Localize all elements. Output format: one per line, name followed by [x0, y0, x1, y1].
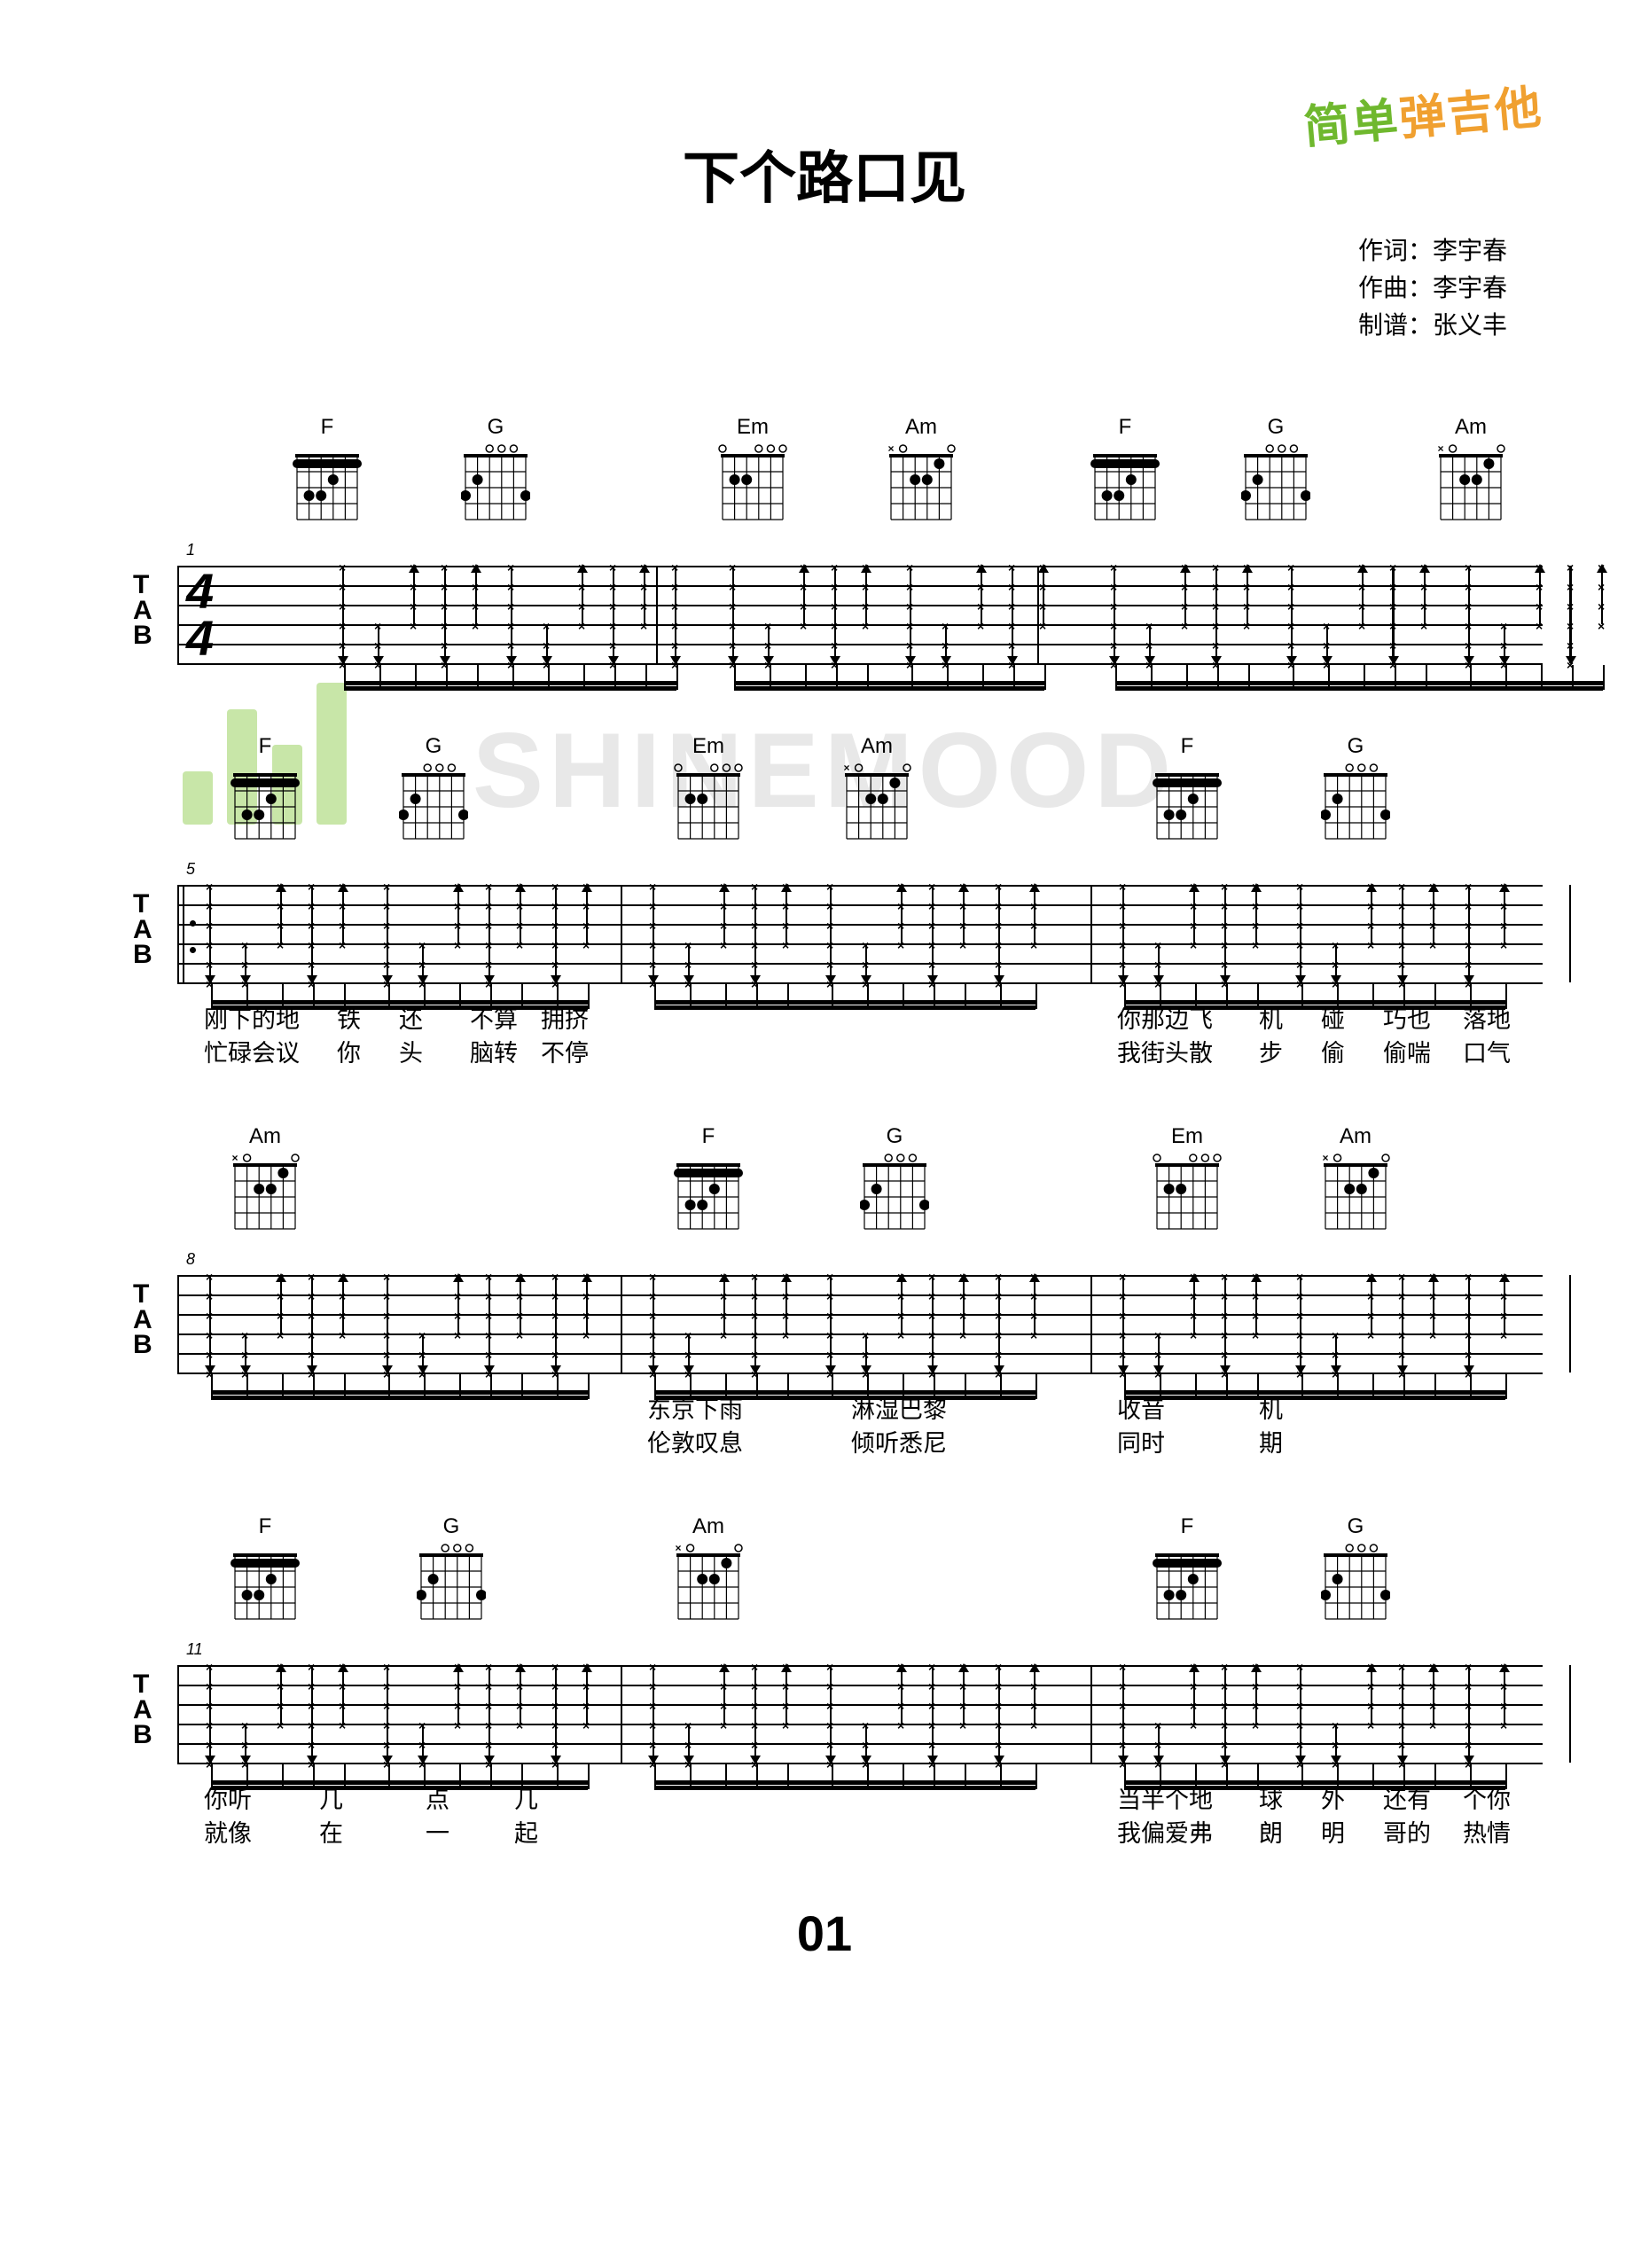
credits: 作词：李宇春 作曲：李宇春 制谱：张义丰	[106, 232, 1507, 344]
chord-diagram: Am×	[231, 1124, 300, 1240]
tab-system: Am× F G Em Am× TAB8××××××××××××××××××××××××××…	[106, 1124, 1543, 1461]
tab-staff: TAB8××××××××××××××××××××××××××××××××××××…	[124, 1266, 1543, 1390]
chord-diagram: F	[231, 1514, 300, 1630]
lyrics: 你听几点几当半个地球外还有个你就像在一起我偏爱弗朗明哥的热情	[177, 1780, 1543, 1851]
tab-system: FGEmAm×FGAm×TAB144××××××××××××××××××××××…	[106, 415, 1543, 681]
tab-staff: TAB144××××××××××××××××××××××××××××××××××…	[124, 557, 1543, 681]
chord-diagram: Am×	[887, 415, 956, 530]
chord-diagram: F	[1090, 415, 1160, 530]
chord-diagram: G	[399, 734, 468, 849]
chord-diagram: G	[1321, 734, 1390, 849]
svg-text:×: ×	[1322, 1153, 1328, 1164]
chord-diagram: Am×	[842, 734, 911, 849]
tab-staff: TAB5××××××××××××××××××××××××××××××××××××…	[124, 876, 1543, 1000]
chord-diagram: G	[461, 415, 530, 530]
tab-system: FGEmAm×FGTAB5×××××××××××××××××××××××××××…	[106, 734, 1543, 1071]
chord-diagram: G	[860, 1124, 929, 1240]
page-number: 01	[106, 1904, 1543, 1962]
chord-diagram: Am×	[674, 1514, 743, 1630]
chord-diagram: F	[674, 1124, 743, 1240]
chord-diagram: G	[1241, 415, 1310, 530]
svg-text:×: ×	[1437, 443, 1443, 455]
chord-diagram: F	[1153, 734, 1222, 849]
svg-text:×: ×	[887, 443, 894, 455]
svg-text:×: ×	[675, 1543, 681, 1554]
chord-diagram: Em	[718, 415, 787, 530]
chord-diagram: G	[1321, 1514, 1390, 1630]
lyrics: 东京下雨淋湿巴黎收音机伦敦叹息倾听悉尼同时期	[177, 1390, 1543, 1461]
chord-diagram: F	[293, 415, 362, 530]
chord-diagram: Am×	[1321, 1124, 1390, 1240]
tab-system: FGAm×FGTAB11××××××××××××××××××××××××××××…	[106, 1514, 1543, 1851]
chord-diagram: Em	[1153, 1124, 1222, 1240]
chord-diagram: F	[1153, 1514, 1222, 1630]
chord-diagram: F	[231, 734, 300, 849]
chord-diagram: G	[417, 1514, 486, 1630]
chord-diagram: Em	[674, 734, 743, 849]
svg-text:×: ×	[231, 1153, 238, 1164]
tab-staff: TAB11×××××××××××××××××××××××××××××××××××…	[124, 1656, 1543, 1780]
lyrics: 刚下的地铁还不算拥挤你那边飞机碰巧也落地忙碌会议你头脑转不停我街头散步偷偷喘口气	[177, 1000, 1543, 1071]
chord-diagram: Am×	[1436, 415, 1505, 530]
svg-text:×: ×	[843, 763, 849, 774]
